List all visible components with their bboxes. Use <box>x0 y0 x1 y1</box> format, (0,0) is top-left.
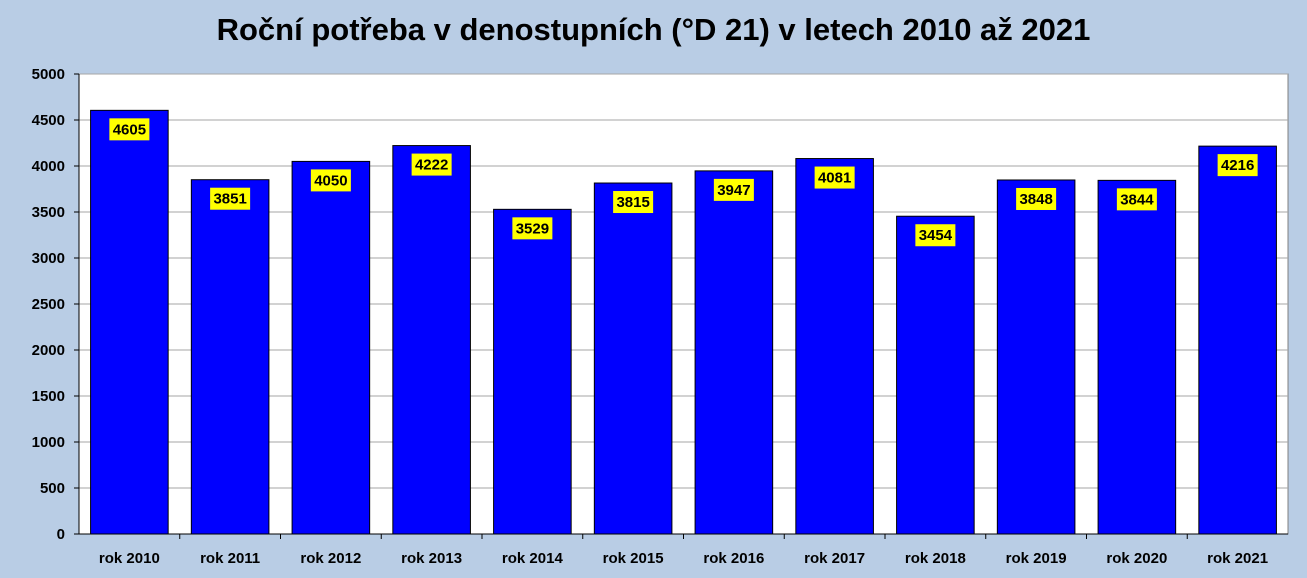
bar <box>1198 145 1277 535</box>
y-tick-label: 0 <box>57 526 65 543</box>
data-label: 3454 <box>919 227 953 244</box>
grid-lines <box>79 73 1288 489</box>
chart-title: Roční potřeba v denostupních (°D 21) v l… <box>216 12 1091 47</box>
data-label-box <box>713 178 754 201</box>
y-tick-label: 500 <box>40 480 65 497</box>
y-tick-label: 1000 <box>32 434 65 451</box>
x-tick-label: rok 2012 <box>300 550 361 567</box>
data-label: 3947 <box>717 182 750 199</box>
bar <box>996 179 1076 535</box>
bar <box>1097 179 1177 535</box>
y-tick-label: 3500 <box>32 204 65 221</box>
bar <box>291 160 371 535</box>
y-tick-label: 1500 <box>32 388 65 405</box>
data-label-box <box>1116 188 1157 211</box>
bar <box>896 215 975 535</box>
data-label: 4081 <box>818 170 851 187</box>
bar <box>795 158 874 535</box>
x-tick-label: rok 2011 <box>200 550 260 567</box>
y-tick-label: 2000 <box>32 342 65 359</box>
data-label-box <box>1217 154 1258 177</box>
x-tick-label: rok 2017 <box>804 550 865 567</box>
x-tick-label: rok 2016 <box>703 550 764 567</box>
data-label-box <box>613 191 654 214</box>
x-tick-label: rok 2014 <box>502 550 564 567</box>
y-tick-label: 3000 <box>32 250 65 267</box>
bar <box>493 208 572 535</box>
y-tick-label: 4500 <box>32 112 65 129</box>
y-tick-label: 4000 <box>32 158 65 175</box>
y-tick-label: 2500 <box>32 296 65 313</box>
data-label-box <box>915 224 956 247</box>
data-label-box <box>512 217 553 240</box>
data-label: 3815 <box>616 194 649 211</box>
data-label-box <box>109 118 150 141</box>
data-labels: 4605 3851 4050 4222 3529 3815 3947 4081 3454 3848… <box>109 118 1258 247</box>
data-label: 4216 <box>1221 157 1254 174</box>
bar <box>593 182 673 535</box>
bar <box>392 145 471 535</box>
x-tick-label: rok 2018 <box>905 550 966 567</box>
data-label-box <box>310 169 351 192</box>
y-tick-label: 5000 <box>32 66 65 83</box>
data-label: 4222 <box>415 157 448 174</box>
bars <box>90 109 1277 535</box>
x-axis: rok 2010 rok 2011 rok 2012 rok 2013 rok 2014… <box>99 534 1268 567</box>
data-label: 3851 <box>213 191 246 208</box>
data-label: 3848 <box>1019 191 1052 208</box>
data-label-box <box>210 187 251 210</box>
x-tick-label: rok 2019 <box>1006 550 1067 567</box>
data-label: 3529 <box>516 220 549 237</box>
x-tick-label: rok 2015 <box>603 550 664 567</box>
data-label: 3844 <box>1120 191 1154 208</box>
bar <box>90 109 169 535</box>
data-label-box <box>411 153 452 176</box>
x-tick-label: rok 2021 <box>1207 550 1268 567</box>
x-tick-label: rok 2010 <box>99 550 160 567</box>
bar <box>190 179 270 535</box>
x-tick-label: rok 2013 <box>401 550 462 567</box>
x-tick-label: rok 2020 <box>1106 550 1167 567</box>
data-label-box <box>1016 187 1057 210</box>
data-label: 4050 <box>314 172 347 189</box>
data-label-box <box>814 166 855 189</box>
data-label: 4605 <box>113 121 146 138</box>
bar <box>694 170 774 535</box>
